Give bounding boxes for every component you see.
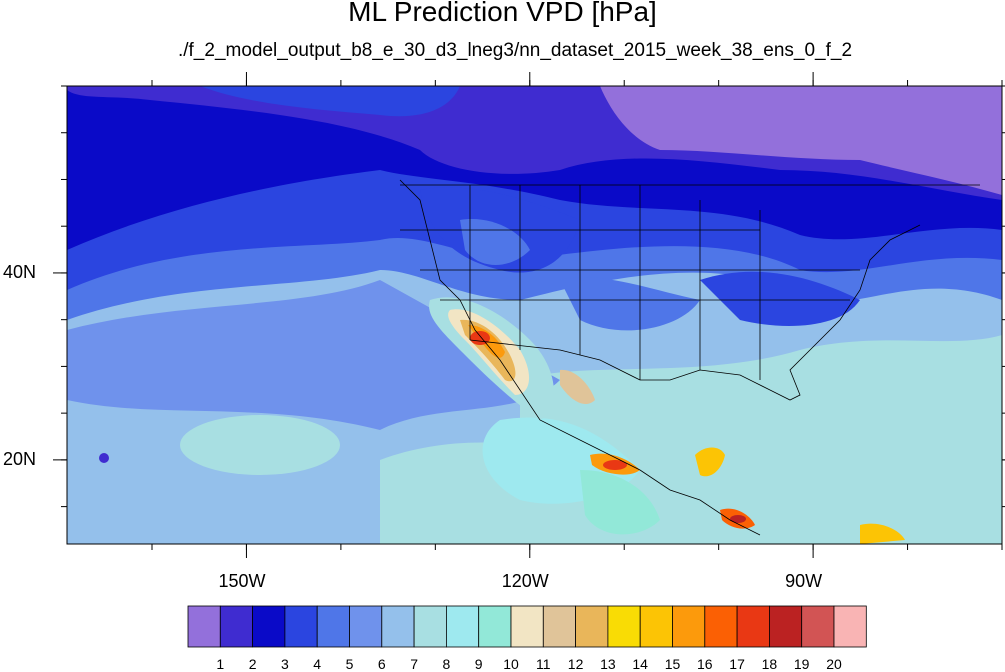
colorbar-label: 15 [664,656,681,672]
colorbar-swatch [413,605,447,648]
colorbar-swatch [704,605,738,648]
colorbar-swatch [252,605,286,648]
axis-ticks [53,72,1005,558]
y-tick-label: 40N [3,261,37,282]
colorbar-swatch [349,605,383,648]
y-tick-label: 20N [3,448,37,469]
colorbar-swatch [542,605,576,648]
colorbar-label: 9 [474,656,483,672]
colorbar-swatch [607,605,641,648]
colorbar-label: 8 [442,656,451,672]
colorbar-label: 18 [761,656,778,672]
colorbar-label: 1 [216,656,225,672]
colorbar-swatch [219,605,254,648]
colorbar-swatch [316,605,350,648]
colorbar-label: 19 [793,656,810,672]
colorbar-label: 12 [567,656,584,672]
colorbar [187,605,867,648]
vpd-field [67,86,1002,544]
colorbar-label: 2 [248,656,257,672]
x-tick-label: 90W [785,571,823,591]
colorbar-label: 11 [536,656,551,672]
colorbar-label: 4 [313,656,322,672]
colorbar-label: 16 [697,656,713,672]
colorbar-label: 14 [632,656,648,672]
map-subtitle: ./f_2_model_output_b8_e_30_d3_lneg3/nn_d… [177,40,853,61]
colorbar-label: 20 [826,656,842,672]
map-title: ML Prediction VPD [hPa] [348,0,657,27]
colorbar-swatch [445,605,480,648]
colorbar-label: 3 [280,656,289,672]
colorbar-swatch [736,605,770,648]
colorbar-swatch [575,605,609,648]
colorbar-swatch [833,605,867,648]
colorbar-swatch [769,605,803,648]
colorbar-swatch [187,605,221,648]
colorbar-label: 13 [600,656,616,672]
x-tick-label: 150W [218,571,266,591]
colorbar-swatch [672,605,706,648]
colorbar-swatch [381,605,415,648]
colorbar-label: 17 [729,656,745,672]
colorbar-label: 6 [377,656,386,672]
colorbar-label: 5 [345,656,354,672]
colorbar-label: 10 [503,656,519,672]
colorbar-swatch [639,605,673,648]
colorbar-swatch [510,605,544,648]
colorbar-label: 7 [410,656,418,672]
colorbar-swatch [284,605,318,648]
colorbar-swatch [478,605,512,648]
colorbar-swatch [801,605,835,648]
x-tick-label: 120W [501,571,549,591]
